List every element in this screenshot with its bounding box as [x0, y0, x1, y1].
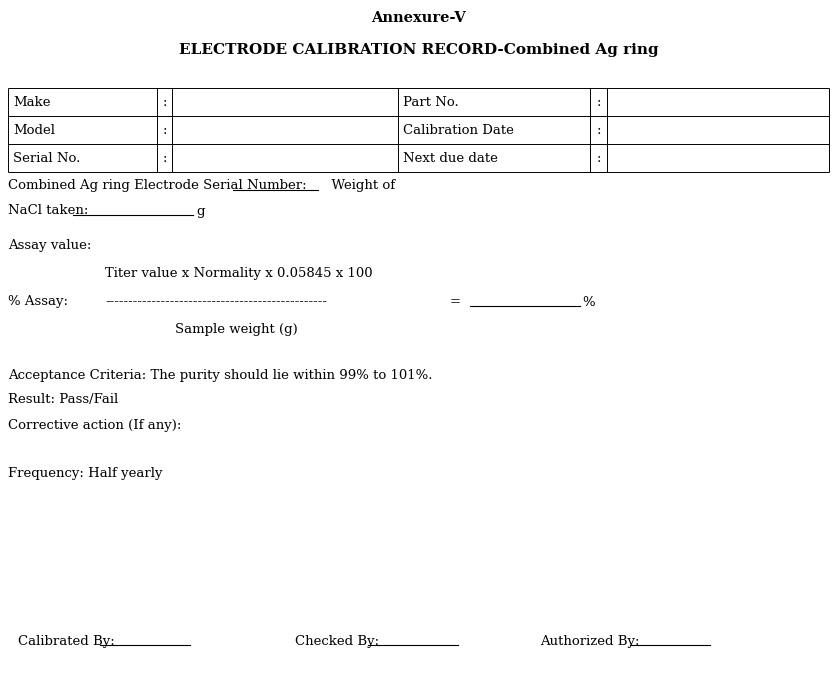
Text: Corrective action (If any):: Corrective action (If any): — [8, 419, 181, 432]
Text: Calibrated By:: Calibrated By: — [18, 635, 119, 648]
Text: :: : — [162, 123, 166, 136]
Text: %: % — [581, 296, 594, 308]
Text: Serial No.: Serial No. — [13, 151, 80, 165]
Text: Model: Model — [13, 123, 55, 136]
Text: Annexure-V: Annexure-V — [370, 11, 466, 25]
Text: :: : — [162, 151, 166, 165]
Text: Frequency: Half yearly: Frequency: Half yearly — [8, 466, 162, 479]
Text: Next due date: Next due date — [402, 151, 497, 165]
Text: Assay value:: Assay value: — [8, 240, 91, 253]
Text: g: g — [196, 204, 204, 217]
Text: Result: Pass/Fail: Result: Pass/Fail — [8, 394, 118, 407]
Text: ------------------------------------------------: ----------------------------------------… — [104, 296, 327, 308]
Text: Checked By:: Checked By: — [294, 635, 383, 648]
Text: Acceptance Criteria: The purity should lie within 99% to 101%.: Acceptance Criteria: The purity should l… — [8, 368, 432, 381]
Text: NaCl taken:: NaCl taken: — [8, 204, 93, 217]
Text: :: : — [162, 95, 166, 108]
Text: Combined Ag ring Electrode Serial Number:: Combined Ag ring Electrode Serial Number… — [8, 180, 310, 193]
Text: Part No.: Part No. — [402, 95, 458, 108]
Text: Sample weight (g): Sample weight (g) — [175, 323, 298, 336]
Text: Calibration Date: Calibration Date — [402, 123, 513, 136]
Text: Weight of: Weight of — [323, 180, 395, 193]
Text: :: : — [595, 151, 600, 165]
Text: ELECTRODE CALIBRATION RECORD-Combined Ag ring: ELECTRODE CALIBRATION RECORD-Combined Ag… — [178, 43, 658, 57]
Text: Authorized By:: Authorized By: — [539, 635, 643, 648]
Text: Make: Make — [13, 95, 50, 108]
Text: :: : — [595, 95, 600, 108]
Text: Titer value x Normality x 0.05845 x 100: Titer value x Normality x 0.05845 x 100 — [104, 268, 372, 281]
Text: :: : — [595, 123, 600, 136]
Text: % Assay:: % Assay: — [8, 296, 68, 308]
Text: =: = — [450, 296, 461, 308]
